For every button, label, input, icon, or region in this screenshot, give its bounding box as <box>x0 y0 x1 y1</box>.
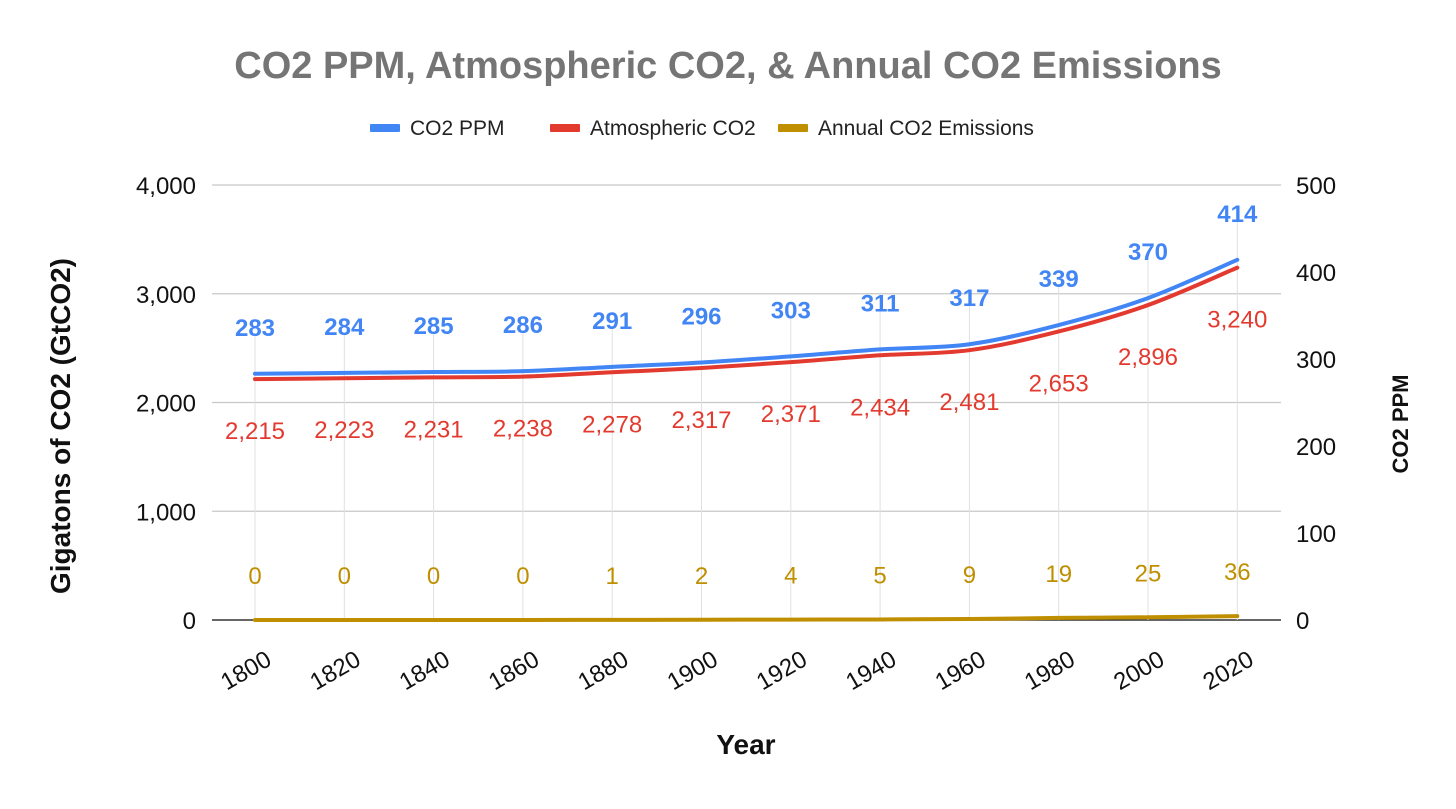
data-label-annual-co2-emissions: 0 <box>427 563 440 590</box>
x-tick-label: 1800 <box>216 646 276 696</box>
data-labels: 283 284 285 286 291 296 303 311 3173393704142,21… <box>225 201 1267 590</box>
data-label-annual-co2-emissions: 9 <box>963 562 976 589</box>
y-tick-label-right: 0 <box>1296 608 1309 635</box>
x-tick-label: 1960 <box>931 646 991 696</box>
x-tick-label: 1940 <box>841 646 901 696</box>
x-tick-label: 2020 <box>1199 646 1259 696</box>
y-tick-label-left: 4,000 <box>136 173 196 200</box>
series-line-co2-ppm <box>253 257 1240 376</box>
data-label-co2-ppm: 296 <box>681 303 721 330</box>
data-label-annual-co2-emissions: 0 <box>516 563 529 590</box>
y-tick-label-right: 300 <box>1296 347 1336 374</box>
x-axis-ticks: 1800 1820 1840 1860 1880 1900 1920 1940 1960 1980… <box>216 646 1258 696</box>
x-tick-label: 1860 <box>484 646 544 696</box>
data-label-co2-ppm: 303 <box>771 297 811 324</box>
x-tick-label: 1840 <box>395 646 455 696</box>
x-tick-label: 1920 <box>752 646 812 696</box>
data-label-annual-co2-emissions: 4 <box>784 563 797 590</box>
data-label-co2-ppm: 317 <box>949 285 989 312</box>
legend-label-co2-ppm: CO2 PPM <box>410 117 505 140</box>
x-tick-label: 1880 <box>573 646 633 696</box>
gridlines <box>212 184 1281 621</box>
data-label-co2-ppm: 283 <box>235 315 275 342</box>
data-label-atmospheric-co2: 2,317 <box>671 407 731 434</box>
y-axis-right-title: CO2 PPM <box>1388 374 1413 473</box>
data-label-atmospheric-co2: 2,231 <box>404 416 464 443</box>
data-label-co2-ppm: 285 <box>414 313 454 340</box>
data-label-annual-co2-emissions: 0 <box>248 563 261 590</box>
data-label-co2-ppm: 414 <box>1217 201 1258 228</box>
data-label-atmospheric-co2: 2,481 <box>939 389 999 416</box>
data-label-annual-co2-emissions: 25 <box>1135 560 1162 587</box>
data-label-annual-co2-emissions: 2 <box>695 563 708 590</box>
data-label-annual-co2-emissions: 36 <box>1224 559 1251 586</box>
legend-swatch-annual-co2-emissions <box>778 124 808 132</box>
y-axis-left-title: Gigatons of CO2 (GtCO2) <box>45 258 76 594</box>
data-label-co2-ppm: 311 <box>861 290 900 317</box>
chart-title: CO2 PPM, Atmospheric CO2, & Annual CO2 E… <box>234 45 1222 87</box>
data-label-atmospheric-co2: 2,223 <box>314 417 374 444</box>
data-label-co2-ppm: 339 <box>1039 266 1079 293</box>
legend-label-atmospheric-co2: Atmospheric CO2 <box>590 117 756 140</box>
data-label-atmospheric-co2: 2,434 <box>850 394 910 421</box>
y-tick-label-left: 0 <box>183 608 196 635</box>
data-label-annual-co2-emissions: 1 <box>606 563 619 590</box>
y-tick-label-left: 2,000 <box>136 391 196 418</box>
y-tick-label-right: 100 <box>1296 521 1336 548</box>
series-line-annual-co2-emissions <box>253 614 1240 623</box>
y-tick-label-right: 500 <box>1296 173 1336 200</box>
data-label-co2-ppm: 286 <box>503 312 543 339</box>
y-tick-label-left: 1,000 <box>136 499 196 526</box>
y-axis-left-ticks: 0 1,000 2,000 3,000 4,000 <box>136 173 196 635</box>
data-label-atmospheric-co2: 2,896 <box>1118 344 1178 371</box>
y-tick-label-right: 200 <box>1296 434 1336 461</box>
data-label-annual-co2-emissions: 5 <box>873 562 886 589</box>
x-tick-label: 1820 <box>306 646 366 696</box>
y-axis-right-ticks: 0 100 200 300 400 500 <box>1296 173 1336 635</box>
x-tick-label: 1900 <box>663 646 723 696</box>
data-label-atmospheric-co2: 2,278 <box>582 411 642 438</box>
data-label-atmospheric-co2: 2,371 <box>761 401 821 428</box>
x-tick-label: 1980 <box>1020 646 1080 696</box>
series-line-atmospheric-co2 <box>253 265 1240 382</box>
data-label-atmospheric-co2: 3,240 <box>1207 307 1267 334</box>
data-label-co2-ppm: 284 <box>324 314 365 341</box>
legend-label-annual-co2-emissions: Annual CO2 Emissions <box>818 117 1034 140</box>
x-axis-title: Year <box>716 729 775 760</box>
y-tick-label-left: 3,000 <box>136 282 196 309</box>
data-label-atmospheric-co2: 2,215 <box>225 418 285 445</box>
data-label-annual-co2-emissions: 19 <box>1045 561 1072 588</box>
legend-swatch-atmospheric-co2 <box>550 124 580 132</box>
legend: CO2 PPM Atmospheric CO2 Annual CO2 Emissio… <box>370 117 1034 140</box>
legend-swatch-co2-ppm <box>370 124 400 132</box>
data-label-annual-co2-emissions: 0 <box>338 563 351 590</box>
data-label-co2-ppm: 370 <box>1128 239 1168 266</box>
data-label-atmospheric-co2: 2,238 <box>493 416 553 443</box>
data-label-co2-ppm: 291 <box>592 308 632 335</box>
data-label-atmospheric-co2: 2,653 <box>1029 370 1089 397</box>
x-tick-label: 2000 <box>1109 646 1169 696</box>
series-lines <box>253 257 1240 623</box>
label-leader-lines <box>254 219 1238 620</box>
y-tick-label-right: 400 <box>1296 260 1336 287</box>
